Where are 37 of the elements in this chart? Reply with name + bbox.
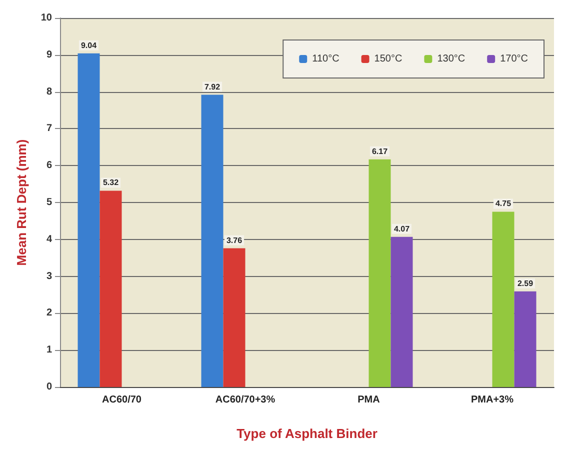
data-label: 7.92 xyxy=(204,82,221,92)
bar xyxy=(492,212,514,387)
legend-label: 130°C xyxy=(437,54,466,64)
data-label: 5.32 xyxy=(102,178,120,188)
bar xyxy=(223,248,246,387)
data-label: 6.17 xyxy=(372,146,388,156)
bar xyxy=(390,236,413,387)
bar xyxy=(514,291,536,387)
data-label: 3.76 xyxy=(226,236,243,245)
x-tick-label: PMA xyxy=(358,394,380,406)
y-axis-title: Mean Rut Dept (mm) xyxy=(14,139,29,266)
legend-label: 170°C xyxy=(500,54,528,64)
x-tick-label: AC60/70 xyxy=(102,394,142,406)
y-tick-label: 7 xyxy=(46,123,52,134)
x-axis-title: Type of Asphalt Binder xyxy=(236,426,378,441)
data-label: 4.07 xyxy=(394,224,410,234)
data-label: 2.59 xyxy=(517,278,534,288)
y-tick-label: 8 xyxy=(46,86,52,98)
y-tick-label: 1 xyxy=(46,344,52,356)
y-tick-label: 4 xyxy=(46,234,52,245)
y-tick-label: 6 xyxy=(46,160,52,172)
y-tick-label: 0 xyxy=(46,382,52,392)
data-label: 9.04 xyxy=(80,40,98,50)
bar xyxy=(201,94,224,387)
x-tick-label: AC60/70+3% xyxy=(215,394,276,406)
y-tick-label: 2 xyxy=(46,308,52,319)
y-tick-label: 10 xyxy=(40,12,52,24)
data-label: 4.75 xyxy=(495,199,512,208)
x-tick-label: PMA+3% xyxy=(470,394,514,406)
bar xyxy=(368,159,391,387)
legend-label: 110°C xyxy=(312,54,340,64)
y-tick-label: 3 xyxy=(46,270,52,282)
y-tick-label: 9 xyxy=(46,49,52,60)
legend-label: 150°C xyxy=(374,54,402,64)
bar xyxy=(78,53,100,387)
y-tick-label: 5 xyxy=(46,197,52,208)
bar xyxy=(100,190,122,387)
